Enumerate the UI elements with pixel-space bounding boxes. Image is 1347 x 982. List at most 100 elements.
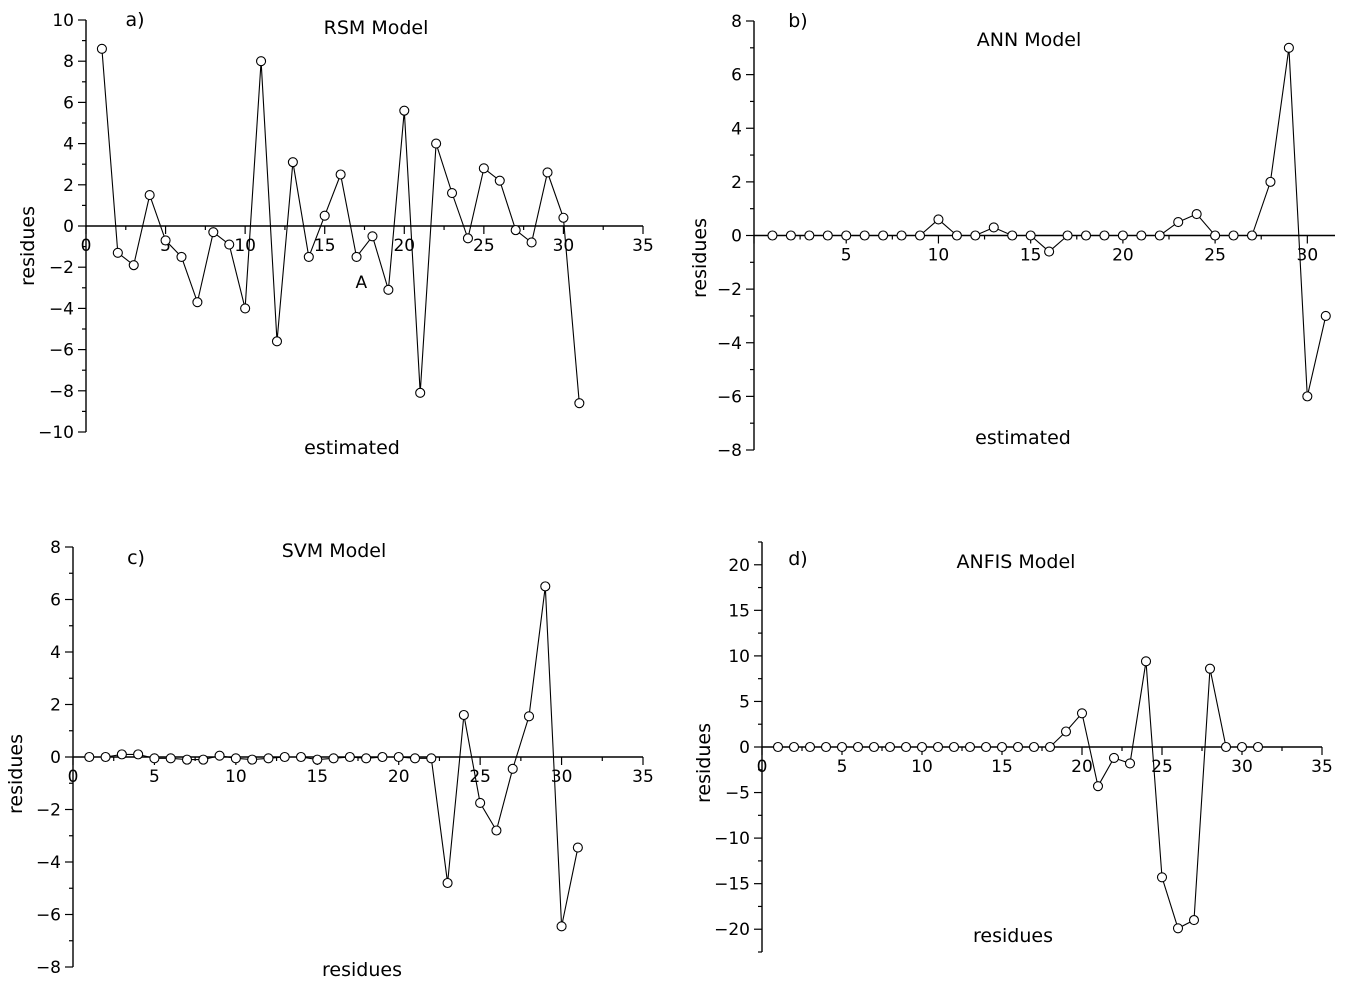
y-tick-label: 6 (50, 591, 61, 611)
y-tick-label: 4 (50, 643, 61, 663)
x-tick-label: 30 (551, 767, 573, 787)
y-tick-label: 0 (50, 748, 61, 768)
data-point (446, 187, 458, 199)
data-point (361, 753, 372, 764)
data-point (1246, 230, 1258, 241)
data-point (116, 749, 127, 760)
data-point (335, 169, 346, 180)
point-annotation: A (355, 273, 367, 293)
data-point (279, 751, 290, 763)
data-point (271, 336, 283, 347)
data-point (772, 741, 784, 753)
x-tick-label: 35 (632, 236, 654, 256)
data-point (192, 297, 203, 308)
y-tick-label: 2 (731, 173, 742, 193)
data-point (84, 751, 95, 763)
y-tick-label: 2 (63, 176, 74, 196)
x-tick-label: 20 (388, 767, 410, 787)
data-point (367, 231, 378, 242)
x-tick-label: 20 (1071, 757, 1093, 777)
data-point (1283, 42, 1294, 53)
data-point (149, 753, 160, 764)
x-tick-label: 15 (306, 767, 328, 787)
chart-title: SVM Model (282, 540, 387, 562)
data-point (1025, 230, 1036, 241)
data-point (1124, 758, 1136, 769)
data-point (1302, 391, 1313, 402)
y-axis-label: residues (689, 218, 711, 298)
data-point (112, 247, 123, 258)
data-point (988, 222, 999, 233)
y-tick-label: 2 (50, 696, 61, 716)
y-tick-label: −15 (714, 875, 750, 895)
data-point (1007, 230, 1018, 241)
data-point (344, 751, 355, 763)
data-point (1136, 230, 1147, 241)
data-point (128, 260, 139, 271)
data-point (1060, 726, 1072, 737)
chart-title: ANFIS Model (957, 551, 1076, 573)
data-point (980, 741, 992, 753)
x-tick-label: 25 (1204, 246, 1226, 266)
x-tick-label: 10 (911, 757, 933, 777)
y-tick-label: 0 (739, 738, 750, 758)
data-point (788, 741, 800, 753)
x-tick-label: 15 (1020, 246, 1042, 266)
data-point (841, 230, 852, 241)
data-point (914, 230, 926, 241)
data-point (1117, 230, 1128, 241)
data-point (836, 741, 848, 753)
data-point (240, 303, 251, 314)
data-point (933, 214, 944, 225)
y-tick-label: −8 (717, 441, 742, 461)
data-point (351, 251, 362, 262)
data-point (442, 877, 453, 889)
x-axis-label: estimated (975, 427, 1071, 449)
data-point (785, 230, 796, 241)
data-point (247, 754, 258, 765)
data-point (328, 753, 339, 764)
x-tick-label: 30 (553, 236, 575, 256)
data-point (900, 741, 912, 753)
x-axis-label: residues (322, 959, 402, 981)
y-tick-label: 4 (63, 135, 74, 155)
panel-1: −10 −8 −6 −4 −2 0 2 4 6 8 10 0 5 10 15 20 25 30 35 RSM Mode… (17, 9, 654, 459)
data-point (1062, 230, 1073, 241)
data-point (1188, 915, 1200, 926)
data-point (948, 741, 960, 753)
x-tick-label: 15 (314, 236, 336, 256)
data-point (1099, 230, 1110, 241)
x-axis-label: residues (973, 925, 1053, 947)
data-point (878, 230, 889, 241)
y-tick-label: −2 (49, 258, 74, 278)
data-point (319, 210, 330, 221)
y-tick-label: 10 (728, 647, 750, 667)
x-tick-label: 30 (1231, 757, 1253, 777)
y-tick-label: 20 (728, 556, 750, 576)
data-point (820, 741, 832, 753)
data-point (970, 230, 981, 241)
data-point (951, 230, 962, 241)
series-line (772, 47, 1327, 397)
data-point (868, 741, 880, 753)
y-tick-label: 5 (739, 692, 750, 712)
y-tick-label: −8 (49, 382, 74, 402)
y-tick-label: 6 (731, 66, 742, 86)
data-point (491, 825, 502, 836)
panel-4: −20 −15 −10 −5 0 5 10 15 20 0 5 10 15 20 25 30 35 ANFIS M… (693, 541, 1333, 953)
panel-label: c) (127, 547, 145, 569)
x-tick-label: 5 (160, 236, 171, 256)
data-point (144, 190, 155, 201)
data-point (1044, 246, 1055, 257)
y-tick-label: −8 (36, 958, 61, 978)
data-point (1044, 741, 1056, 753)
data-point (230, 753, 241, 764)
y-tick-label: 15 (728, 601, 750, 621)
data-point (507, 763, 518, 774)
x-axis-label: estimated (304, 437, 400, 459)
data-point (896, 230, 907, 241)
data-point (996, 741, 1008, 753)
x-tick-label: 35 (632, 767, 654, 787)
y-axis-label: residues (17, 206, 39, 286)
data-point (1028, 741, 1040, 753)
